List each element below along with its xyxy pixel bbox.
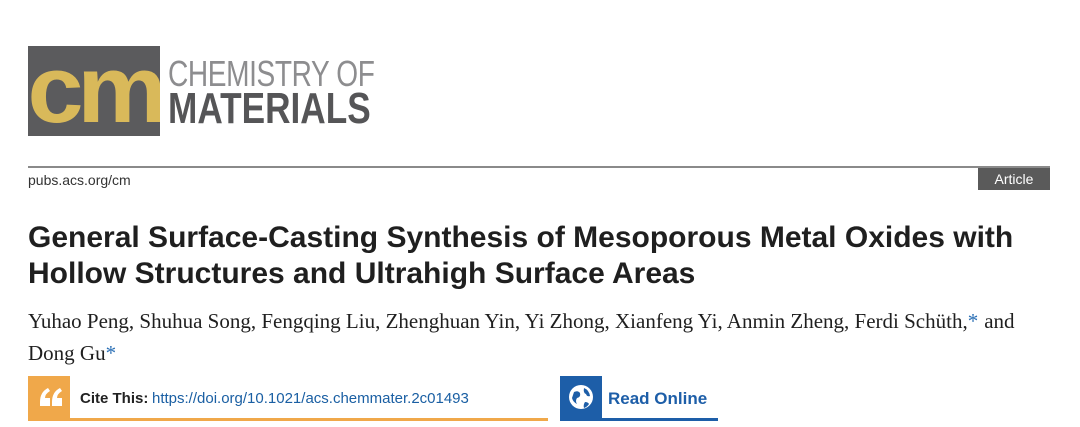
logo-mark: cm <box>28 46 160 136</box>
globe-glyph <box>569 385 593 409</box>
header-rule <box>28 166 1050 168</box>
article-title: General Surface-Casting Synthesis of Mes… <box>28 221 1014 290</box>
read-online-icon[interactable] <box>560 376 602 418</box>
read-online-underline <box>560 418 718 421</box>
cite-underline <box>28 418 548 421</box>
corresponding-mark[interactable]: * <box>967 309 979 333</box>
doi-link[interactable]: https://doi.org/10.1021/acs.chemmater.2c… <box>152 390 469 407</box>
logo-box: cm <box>28 46 160 136</box>
corresponding-mark[interactable]: * <box>105 341 117 365</box>
journal-url[interactable]: pubs.acs.org/cm <box>28 172 131 188</box>
logo-line: CHEMISTRY OF <box>168 53 375 94</box>
cite-label: Cite This: <box>80 390 149 407</box>
authors: Yuhao Peng, Shuhua Song, Fengqing Liu, Z… <box>28 305 1018 369</box>
cite-glyph <box>40 388 62 406</box>
cite-icon[interactable] <box>28 376 70 418</box>
author-names: Yuhao Peng, Shuhua Song, Fengqing Liu, Z… <box>28 309 968 333</box>
logo-line: MATERIALS <box>168 84 371 133</box>
read-online-button[interactable]: Read Online <box>608 389 708 408</box>
article-type: Article <box>978 168 1050 190</box>
author-names: and Dong Gu <box>28 309 1015 365</box>
